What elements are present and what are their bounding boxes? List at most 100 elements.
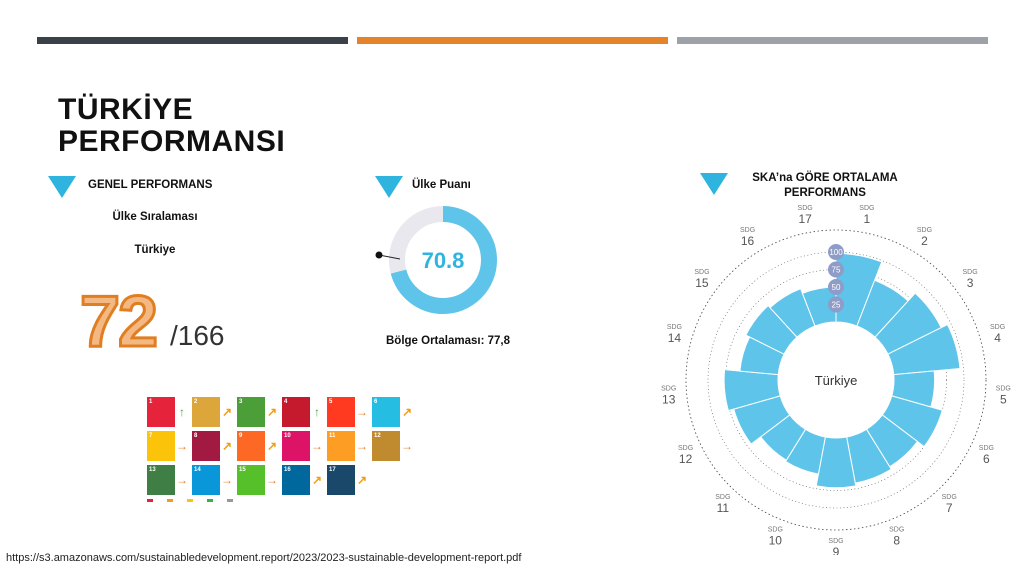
sdg-tile-9: 9 ↗ — [237, 431, 279, 461]
source-link[interactable]: https://s3.amazonaws.com/sustainabledeve… — [6, 552, 522, 564]
sdg-tile-number: 2 — [192, 397, 220, 427]
sdg-tile-number: 8 — [192, 431, 220, 461]
sdg-tile-7: 7 → — [147, 431, 189, 461]
sdg-word: SDG — [917, 227, 932, 234]
trend-arrow-icon: → — [221, 473, 233, 487]
sdg-row: 13 → 14 → 15 → 16 ↗ 17 ↗ — [147, 465, 417, 495]
sdg-tile-5: 5 → — [327, 397, 369, 427]
sdg-tile-17: 17 ↗ — [327, 465, 369, 495]
header-bar-dark — [37, 37, 348, 44]
bar-sdg-9 — [815, 436, 857, 489]
sdg-tile-number: 17 — [327, 465, 355, 495]
rank-total: /166 — [170, 320, 225, 351]
sdg-word: SDG — [962, 269, 977, 276]
trend-arrow-icon: → — [311, 439, 323, 453]
sdg-word: SDG — [990, 324, 1005, 331]
sdg-tile-4: 4 ↑ — [282, 397, 324, 427]
trend-arrow-icon: ↗ — [266, 439, 278, 453]
sdg-number: 4 — [994, 331, 1001, 345]
sdg-word: SDG — [979, 445, 994, 452]
page-title-line1: TÜRKİYE — [58, 93, 194, 126]
sdg-row: 1 ↑ 2 ↗ 3 ↗ 4 ↑ 5 → 6 ↗ — [147, 397, 417, 427]
sdg-tile-16: 16 ↗ — [282, 465, 324, 495]
sdg-tile-number: 13 — [147, 465, 175, 495]
legend-item — [167, 499, 173, 502]
header-bar-gray — [677, 37, 988, 44]
sdg-number: 5 — [1000, 393, 1007, 407]
sdg-number: 10 — [769, 534, 783, 548]
score-donut: 70.8 — [375, 206, 497, 314]
tick-label: 75 — [832, 266, 841, 275]
bar-sdg-10 — [784, 428, 826, 475]
trend-arrow-icon: ↗ — [221, 439, 233, 453]
header-bar-orange — [357, 37, 668, 44]
trend-arrow-icon: ↗ — [266, 405, 278, 419]
trend-arrow-icon: ↗ — [311, 473, 323, 487]
triangle-marker-icon — [700, 173, 728, 195]
sdg-tile-13: 13 → — [147, 465, 189, 495]
donut-pointer-line — [378, 254, 401, 260]
sdg-word: SDG — [661, 386, 676, 393]
chart-center-label: Türkiye — [815, 373, 858, 388]
sdg-tile-number: 4 — [282, 397, 310, 427]
tick-badge — [828, 261, 844, 278]
sdg-word: SDG — [715, 494, 730, 501]
rank-subtitle: Ülke Sıralaması — [112, 211, 198, 223]
sdg-tile-8: 8 ↗ — [192, 431, 234, 461]
tick-badge — [828, 244, 844, 260]
sdg-tile-number: 3 — [237, 397, 265, 427]
tick-badge — [828, 279, 844, 295]
triangle-marker-icon — [48, 176, 76, 198]
sdg-number: 6 — [983, 452, 990, 466]
regional-average: Bölge Ortalaması: 77,8 — [386, 335, 510, 347]
donut-value-arc — [389, 206, 497, 314]
sdg-tile-number: 6 — [372, 397, 400, 427]
bar-sdg-4 — [887, 323, 961, 376]
trend-arrow-icon: ↗ — [221, 405, 233, 419]
bar-sdg-6 — [881, 395, 943, 448]
score-heading: Ülke Puanı — [412, 179, 471, 191]
sdg-number: 7 — [946, 501, 953, 515]
sdg-tile-number: 9 — [237, 431, 265, 461]
sdg-word: SDG — [678, 445, 693, 452]
sdg-number: 16 — [741, 234, 755, 248]
sdg-tile-number: 5 — [327, 397, 355, 427]
sdg-tile-15: 15 → — [237, 465, 279, 495]
bar-sdg-13 — [723, 369, 781, 412]
trend-arrow-icon: → — [176, 473, 188, 487]
radial-chart: Türkiye255075100SDG1SDG2SDG3SDG4SDG5SDG6… — [661, 205, 1011, 555]
sdg-word: SDG — [694, 269, 709, 276]
donut-pointer-dot — [375, 251, 383, 259]
legend-item — [207, 499, 213, 502]
tick-label: 100 — [829, 248, 843, 257]
sdg-number: 8 — [893, 534, 900, 548]
trend-arrow-icon: → — [176, 439, 188, 453]
sdg-tile-number: 1 — [147, 397, 175, 427]
sdg-tile-12: 12 → — [372, 431, 414, 461]
sdg-tile-14: 14 → — [192, 465, 234, 495]
bar-sdg-15 — [745, 304, 798, 355]
sdg-word: SDG — [859, 205, 874, 212]
sdg-tile-3: 3 ↗ — [237, 397, 279, 427]
sdg-word: SDG — [942, 494, 957, 501]
sdg-word: SDG — [889, 527, 904, 534]
general-heading: GENEL PERFORMANS — [88, 179, 213, 191]
sdg-word: SDG — [740, 227, 755, 234]
sdg-row: 7 → 8 ↗ 9 ↗ 10 → 11 → 12 → — [147, 431, 417, 461]
sdg-number: 14 — [668, 331, 682, 345]
sdg-tile-1: 1 ↑ — [147, 397, 189, 427]
sdg-tile-number: 7 — [147, 431, 175, 461]
legend-item — [227, 499, 233, 502]
